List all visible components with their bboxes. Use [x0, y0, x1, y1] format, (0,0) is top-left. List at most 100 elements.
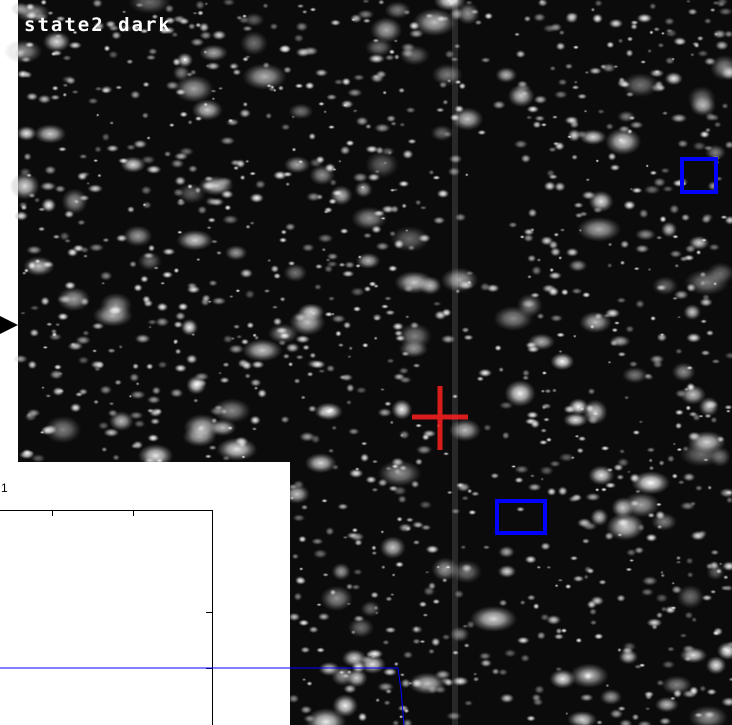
- speckle: [447, 491, 453, 495]
- speckle: [695, 485, 703, 491]
- speckle: [309, 626, 319, 633]
- speckle: [169, 123, 175, 127]
- speckle: [629, 121, 643, 129]
- speckle: [623, 200, 636, 210]
- speckle: [58, 147, 67, 152]
- speckle: [635, 244, 650, 253]
- speckle: [58, 372, 63, 376]
- speckle: [552, 115, 558, 119]
- speckle: [657, 43, 664, 48]
- speckle: [130, 90, 141, 99]
- speckle: [129, 411, 144, 419]
- speckle: [552, 388, 557, 392]
- speckle: [401, 48, 415, 58]
- speckle: [500, 693, 515, 703]
- speckle: [391, 399, 412, 419]
- speckle: [533, 698, 544, 706]
- speckle: [222, 362, 229, 367]
- speckle: [315, 69, 328, 77]
- speckle: [398, 180, 409, 187]
- speckle: [186, 354, 198, 364]
- speckle: [674, 38, 686, 45]
- speckle: [432, 64, 463, 86]
- speckle: [160, 282, 165, 285]
- speckle: [726, 410, 731, 413]
- speckle: [380, 388, 385, 391]
- speckle: [313, 549, 328, 559]
- speckle: [683, 473, 696, 482]
- speckle: [571, 288, 582, 295]
- speckle: [582, 522, 598, 531]
- speckle: [351, 584, 360, 590]
- speckle: [212, 297, 227, 305]
- speckle: [399, 122, 405, 127]
- speckle: [342, 674, 350, 679]
- speckle: [328, 198, 337, 204]
- speckle: [662, 186, 674, 193]
- speckle: [571, 456, 575, 459]
- speckle: [178, 303, 189, 311]
- speckle: [498, 546, 515, 558]
- speckle: [240, 268, 253, 278]
- speckle: [50, 94, 60, 100]
- speckle: [152, 386, 161, 395]
- speckle: [651, 513, 677, 531]
- speckle: [298, 160, 304, 164]
- speckle: [310, 7, 317, 11]
- speckle: [288, 261, 296, 266]
- speckle: [479, 652, 492, 660]
- speckle: [710, 550, 719, 556]
- speckle: [558, 79, 568, 86]
- speckle: [164, 151, 172, 157]
- speckle: [625, 325, 634, 333]
- speckle: [571, 154, 578, 160]
- speckle: [481, 57, 491, 63]
- speckle: [564, 116, 578, 125]
- speckle: [705, 112, 716, 121]
- speckle: [194, 187, 201, 194]
- speckle: [657, 333, 668, 342]
- speckle: [659, 216, 666, 223]
- speckle: [442, 99, 448, 105]
- speckle: [516, 50, 526, 58]
- speckle: [681, 214, 690, 222]
- speckle: [665, 57, 675, 65]
- speckle: [134, 420, 146, 428]
- speckle: [291, 115, 295, 119]
- speckle: [62, 83, 68, 87]
- speckle: [465, 173, 469, 177]
- speckle: [549, 66, 556, 71]
- speckle: [548, 287, 560, 297]
- speckle: [664, 17, 675, 25]
- speckle: [179, 111, 188, 117]
- speckle: [338, 343, 344, 347]
- speckle: [629, 361, 638, 368]
- speckle: [527, 275, 532, 279]
- speckle: [315, 156, 325, 164]
- speckle: [649, 466, 655, 471]
- speckle: [292, 148, 297, 152]
- speckle: [222, 215, 239, 225]
- speckle: [225, 245, 248, 260]
- speckle: [601, 488, 607, 492]
- speckle: [386, 358, 394, 363]
- speckle: [204, 2, 208, 6]
- speckle: [19, 168, 31, 177]
- speckle: [622, 367, 648, 384]
- speckle: [620, 260, 625, 265]
- speckle: [146, 55, 157, 61]
- speckle: [103, 428, 119, 437]
- speckle: [202, 294, 211, 302]
- speckle: [92, 322, 105, 329]
- speckle: [314, 284, 322, 290]
- speckle: [550, 314, 563, 322]
- speckle: [392, 322, 404, 330]
- speckle: [674, 264, 679, 268]
- speckle: [162, 271, 173, 278]
- speckle: [576, 130, 588, 139]
- speckle: [366, 649, 383, 659]
- speckle: [560, 228, 565, 232]
- speckle: [483, 424, 492, 431]
- speckle: [419, 601, 428, 607]
- speckle: [190, 69, 197, 75]
